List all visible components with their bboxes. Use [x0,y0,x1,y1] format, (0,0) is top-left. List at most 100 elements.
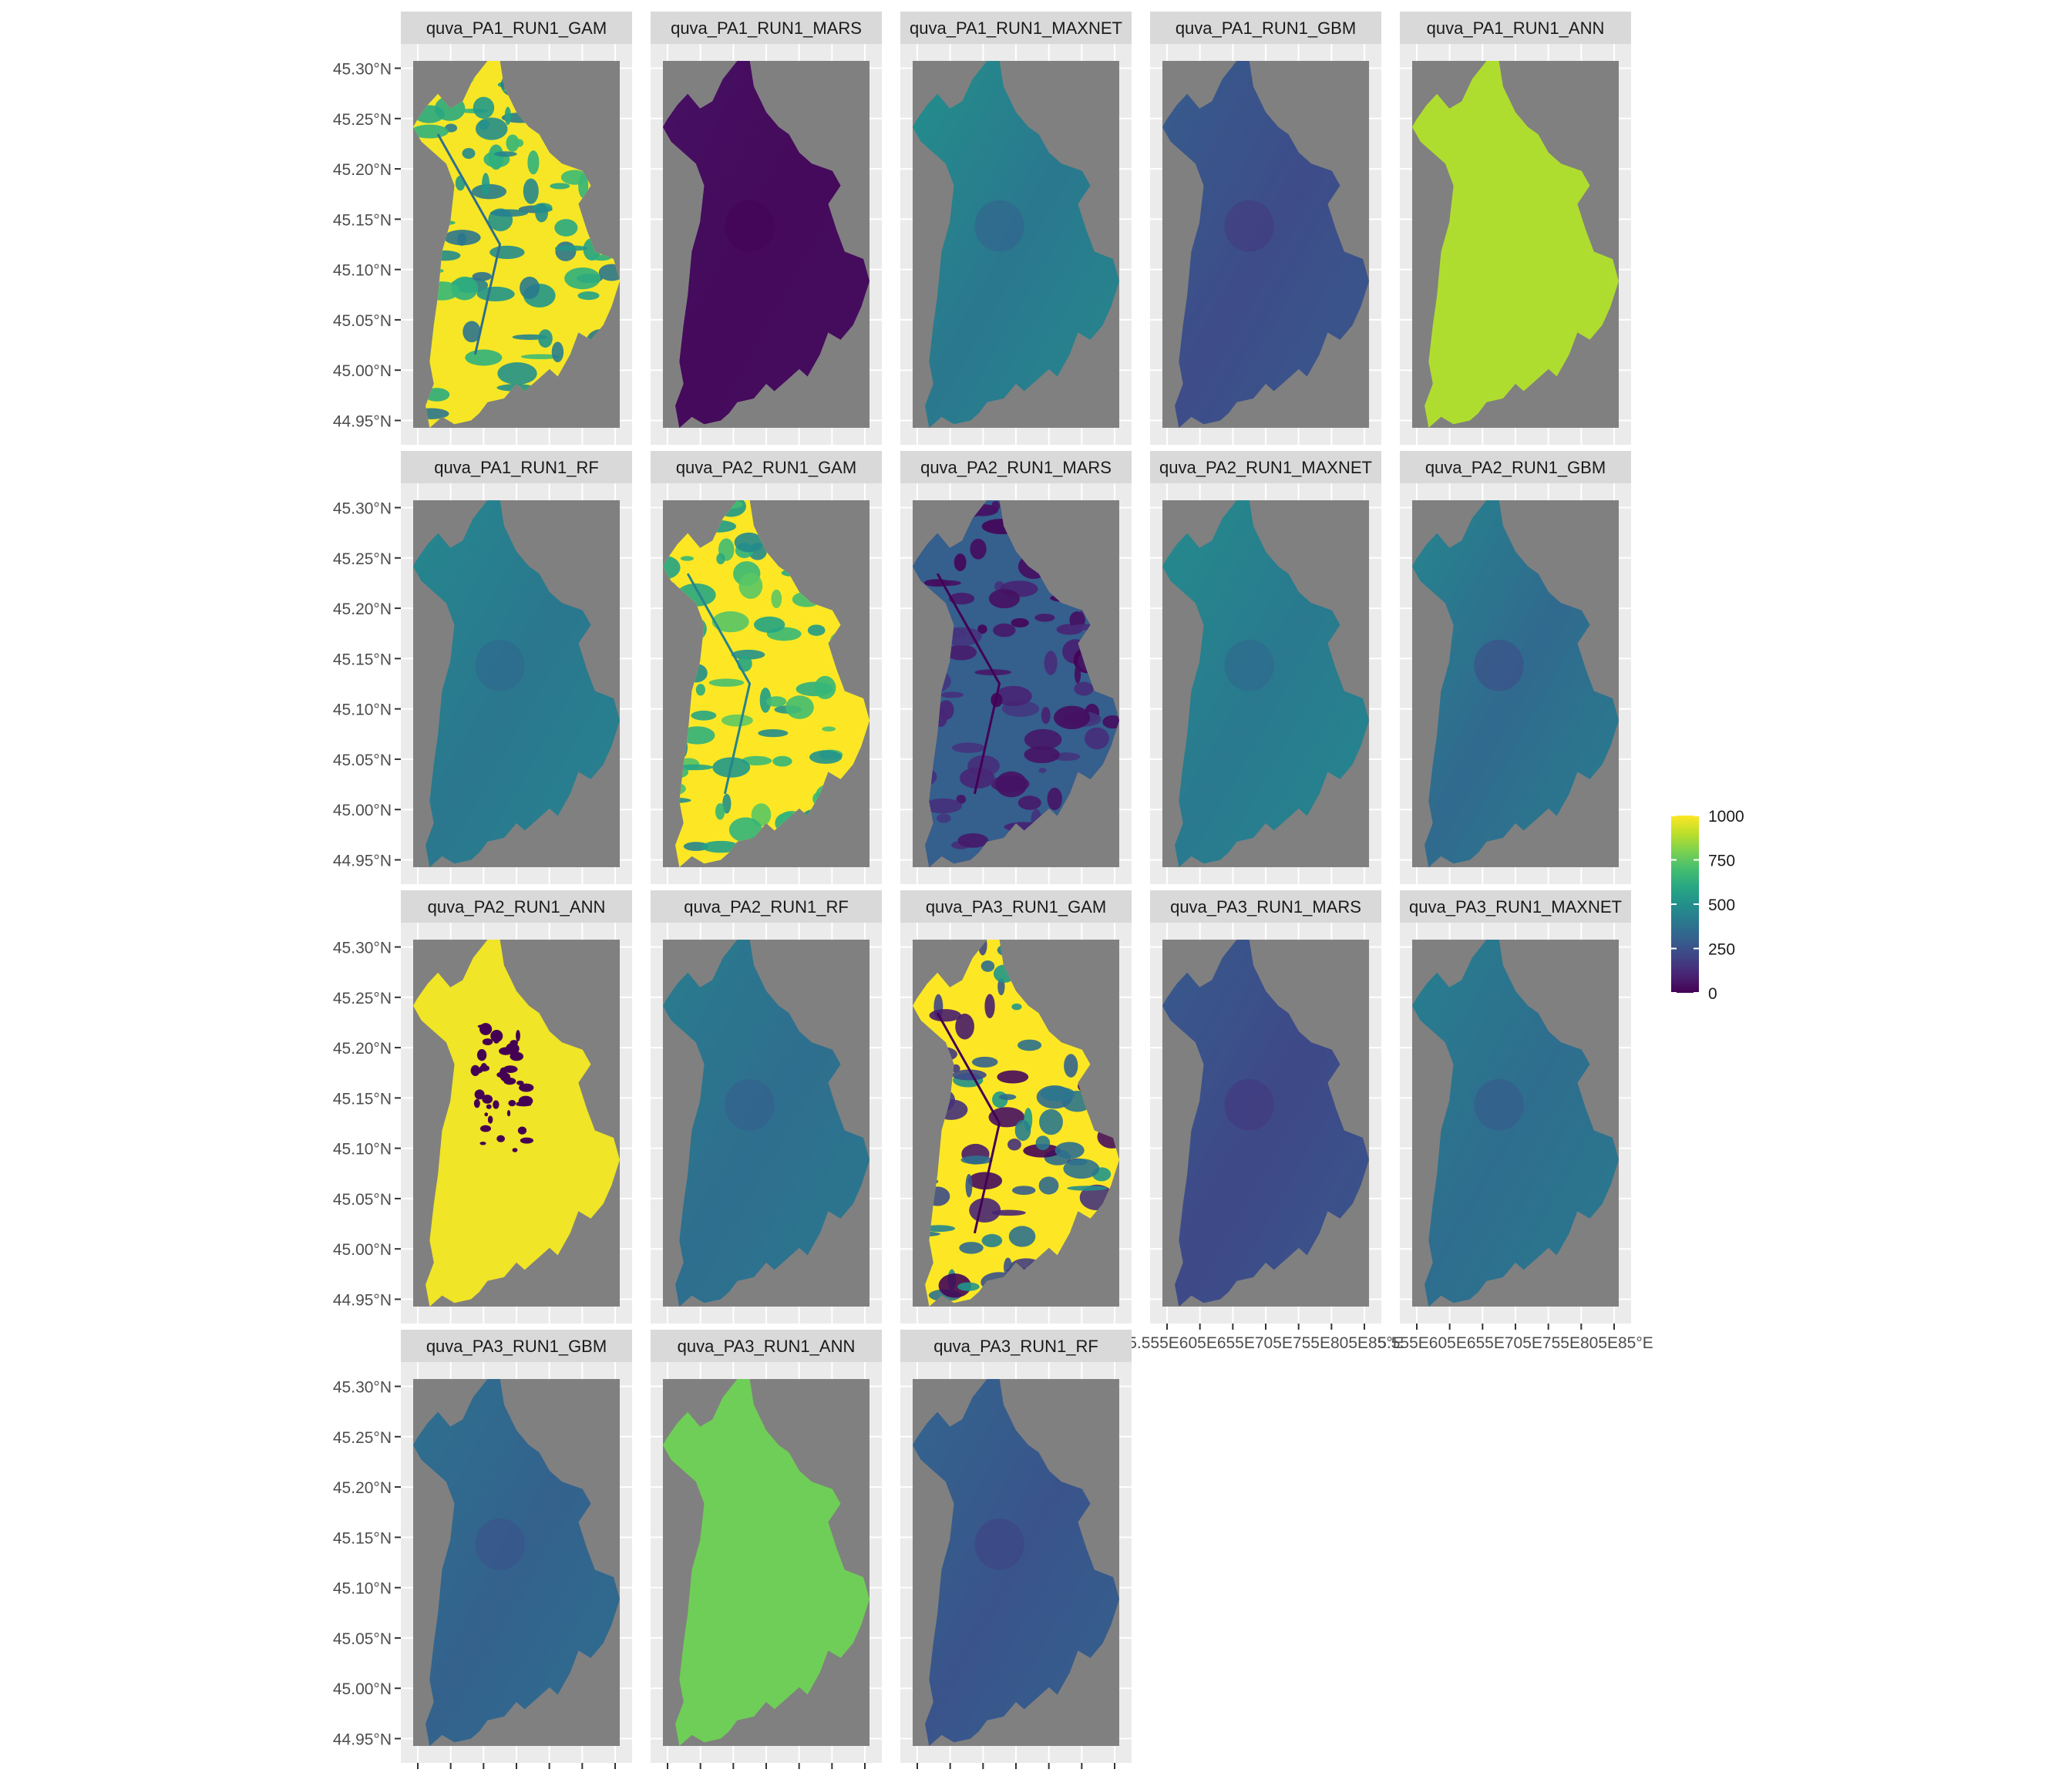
x-tick-labels: 5.555E605E655E705E755E805E85°E [378,1774,654,1776]
facet-strip [401,451,632,483]
y-tick-label: 45.15°N [333,211,392,229]
facet-title: quva_PA3_RUN1_ANN [678,1337,856,1356]
facet-title: quva_PA1_RUN1_GBM [1176,18,1356,38]
y-tick-label: 45.10°N [333,1580,392,1598]
facet-strip [1150,12,1381,44]
y-tick-label: 45.25°N [333,990,392,1007]
y-tick-label: 45.10°N [333,1141,392,1159]
facet-panel: quva_PA2_RUN1_ANN 45.30°N 45.25°N 45.20°N 45… [333,890,632,1324]
facet-strip [1150,451,1381,483]
prediction-texture [470,1023,534,1152]
prediction-area [413,940,620,1307]
prediction-area [1412,61,1619,428]
facet-panel: quva_PA3_RUN1_GBM 45.30°N 45.25°N 45.20°N 45… [333,1330,654,1776]
facet-panel: quva_PA2_RUN1_GBM [1400,451,1631,884]
y-tick-label: 45.05°N [333,312,392,330]
y-tick-label: 45.15°N [333,1529,392,1547]
facet-panel: quva_PA1_RUN1_MAXNET [900,12,1132,445]
facet-strip [1400,451,1631,483]
facet-panel: quva_PA3_RUN1_RF 5.555E605E655E705E755E80… [878,1330,1154,1776]
y-tick-label: 45.25°N [333,111,392,129]
legend-tick-label: 250 [1708,941,1735,959]
y-tick-label: 45.00°N [333,1241,392,1259]
facet-strip [1400,890,1631,923]
legend-tick-label: 0 [1708,985,1717,1003]
facet-strip [1400,12,1631,44]
facet-strip [651,12,882,44]
legend: 1000 750 500 250 0 [1671,808,1744,1003]
y-tick-label: 45.05°N [333,752,392,769]
legend-tick-label: 750 [1708,853,1735,870]
facet-panel: quva_PA3_RUN1_MAXNET 5.555E605E655E705E75… [1377,890,1653,1352]
facet-title: quva_PA2_RUN1_MAXNET [1159,458,1372,477]
y-tick-label: 45.20°N [333,1479,392,1497]
legend-tick-label: 500 [1708,896,1735,914]
y-tick-label: 45.20°N [333,161,392,179]
y-tick-label: 45.30°N [333,1379,392,1397]
facet-strip [900,890,1132,923]
facet-panel: quva_PA1_RUN1_ANN [1400,12,1631,445]
y-tick-label: 45.05°N [333,1191,392,1209]
y-tick-label: 45.15°N [333,651,392,668]
facet-panel: quva_PA2_RUN1_MARS [900,451,1132,884]
facet-panel: quva_PA3_RUN1_GAM [900,890,1132,1324]
facet-title: quva_PA1_RUN1_MARS [671,18,862,38]
facet-title: quva_PA3_RUN1_GAM [926,897,1106,917]
facet-panel: quva_PA1_RUN1_GBM [1150,12,1381,445]
facet-title: quva_PA1_RUN1_GAM [426,18,607,38]
facet-strip [401,1330,632,1362]
y-tick-label: 45.25°N [333,550,392,568]
facet-panel: quva_PA2_RUN1_MAXNET [1150,451,1381,884]
facet-title: quva_PA2_RUN1_MARS [920,458,1112,477]
facet-strip [900,1330,1132,1362]
facet-title: quva_PA3_RUN1_MARS [1170,897,1361,917]
facet-panel: quva_PA1_RUN1_RF 45.30°N 45.25°N 45.20°N 45.… [333,451,632,884]
y-tick-label: 44.95°N [333,1291,392,1309]
y-tick-label: 45.00°N [333,1680,392,1698]
facet-strip [651,1330,882,1362]
facet-strip [651,451,882,483]
y-tick-label: 45.15°N [333,1090,392,1108]
facet-strip [651,890,882,923]
y-tick-label: 45.30°N [333,500,392,518]
y-tick-label: 45.10°N [333,701,392,719]
x-tick-labels: 5.555E605E655E705E755E805E85°E [878,1774,1154,1776]
y-tick-label: 44.95°N [333,852,392,870]
facet-title: quva_PA3_RUN1_RF [933,1337,1098,1356]
y-tick-label: 45.20°N [333,600,392,618]
y-tick-label: 44.95°N [333,412,392,430]
y-tick-label: 45.00°N [333,802,392,819]
facet-panel: quva_PA3_RUN1_MARS 5.555E605E655E705E755E… [1128,890,1404,1352]
y-tick-label: 45.25°N [333,1429,392,1447]
facet-strip [401,890,632,923]
facet-strip [401,12,632,44]
facet-title: quva_PA1_RUN1_RF [434,458,599,477]
legend-tick-label: 1000 [1708,808,1744,826]
x-tick-labels: 5.555E605E655E705E755E805E85°E [1377,1334,1653,1352]
x-tick-labels: 5.555E605E655E705E755E805E85°E [1128,1334,1404,1352]
facet-title: quva_PA2_RUN1_ANN [428,897,606,917]
y-tick-label: 45.05°N [333,1630,392,1648]
facet-title: quva_PA2_RUN1_GBM [1425,458,1606,477]
facet-panel: quva_PA2_RUN1_RF [651,890,882,1324]
facet-strip [900,451,1132,483]
y-tick-label: 45.30°N [333,940,392,957]
facet-title: quva_PA1_RUN1_ANN [1427,18,1605,38]
x-tick-labels: 5.555E605E655E705E755E805E85°E [628,1774,904,1776]
prediction-area [663,1379,870,1746]
y-tick-label: 45.10°N [333,262,392,280]
facet-strip [900,12,1132,44]
facet-title: quva_PA1_RUN1_MAXNET [910,18,1122,38]
facet-panel: quva_PA2_RUN1_GAM [651,451,882,884]
facet-panel: quva_PA1_RUN1_MARS [651,12,882,445]
y-tick-label: 45.00°N [333,362,392,380]
facet-title: quva_PA2_RUN1_GAM [676,458,856,477]
facet-title: quva_PA2_RUN1_RF [684,897,849,917]
facet-panel: quva_PA3_RUN1_ANN 5.555E605E655E705E755E8… [628,1330,904,1776]
facet-panel: quva_PA1_RUN1_GAM 45.30°N 45.25°N 45.20°N 45… [333,12,632,445]
y-tick-label: 44.95°N [333,1731,392,1748]
facet-strip [1150,890,1381,923]
facet-title: quva_PA3_RUN1_GBM [426,1337,607,1356]
